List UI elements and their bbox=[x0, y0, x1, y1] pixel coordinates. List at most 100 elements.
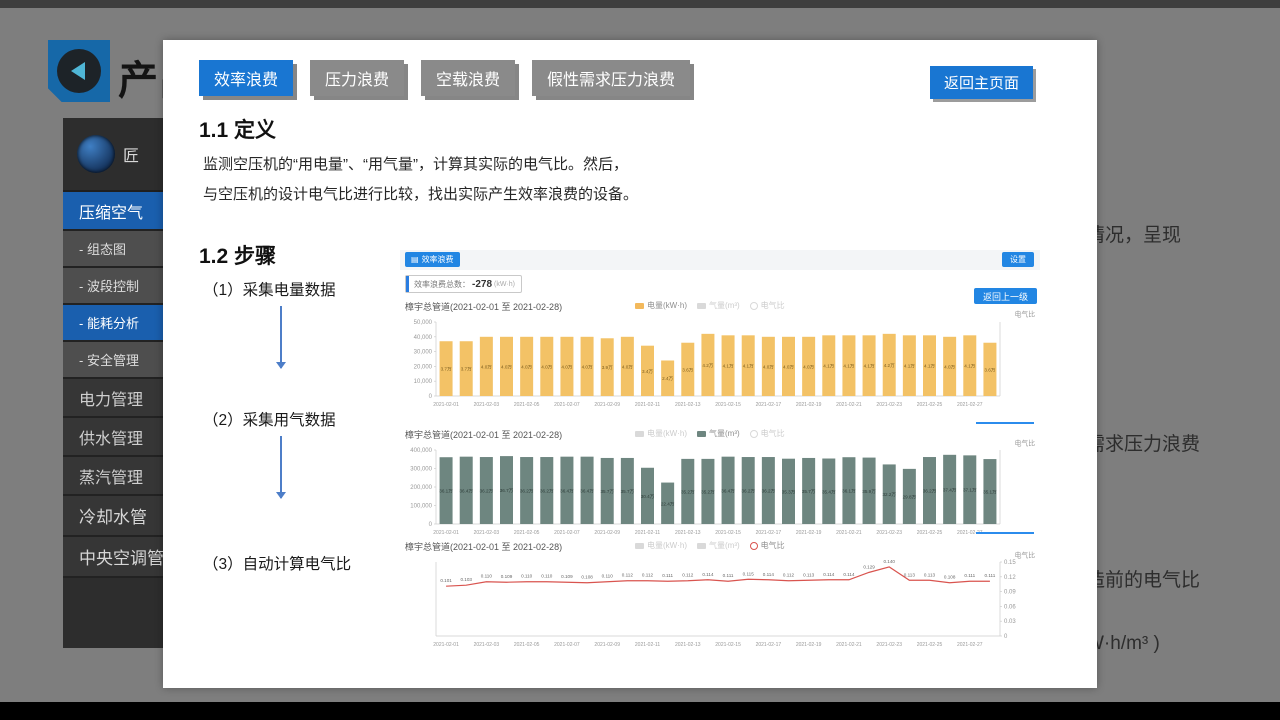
sidebar-item-4[interactable]: - 能耗分析 bbox=[63, 305, 163, 342]
svg-text:0.110: 0.110 bbox=[521, 574, 533, 579]
svg-text:2021-02-11: 2021-02-11 bbox=[635, 530, 660, 536]
square-marker-icon bbox=[635, 302, 644, 309]
svg-text:36.1万: 36.1万 bbox=[439, 489, 453, 495]
sidebar-item-2[interactable]: - 组态图 bbox=[63, 231, 163, 268]
legend-item[interactable]: 电气比 bbox=[749, 300, 785, 311]
svg-text:2021-02-19: 2021-02-19 bbox=[796, 642, 822, 648]
square-marker-icon bbox=[697, 302, 706, 309]
sidebar-item-8[interactable]: 蒸汽管理 bbox=[63, 457, 163, 496]
settings-button[interactable]: 设置 bbox=[1002, 252, 1034, 267]
chart2-legend: 电量(kW·h) 气量(m³) 电气比 bbox=[635, 428, 785, 439]
legend-item[interactable]: 电量(kW·h) bbox=[635, 300, 687, 311]
svg-text:35.4万: 35.4万 bbox=[822, 489, 836, 495]
svg-text:0.113: 0.113 bbox=[904, 572, 916, 577]
back-logo-icon[interactable] bbox=[48, 40, 110, 102]
gas-bar-chart: 400,000 300,000 200,000 100,000 0 36.1万 36.4万 3… bbox=[410, 448, 1001, 536]
app-header-bar: ▤ 效率浪费 设置 bbox=[400, 250, 1040, 270]
svg-text:2021-02-21: 2021-02-21 bbox=[836, 642, 862, 648]
waste-result-box: 效率浪费总数： -278 (kW·h) bbox=[405, 275, 523, 293]
svg-text:2021-02-23: 2021-02-23 bbox=[876, 530, 902, 536]
sidebar-nav: 匠 压缩空气 - 组态图 - 波段控制 - 能耗分析 - 安全管理 电力管理 供水管理 蒸汽管… bbox=[63, 118, 163, 648]
svg-text:50,000: 50,000 bbox=[414, 320, 433, 326]
svg-text:2021-02-23: 2021-02-23 bbox=[876, 642, 902, 648]
svg-text:35.7万: 35.7万 bbox=[621, 489, 635, 495]
sidebar-item-7[interactable]: 供水管理 bbox=[63, 418, 163, 457]
svg-text:0.111: 0.111 bbox=[662, 573, 673, 578]
sidebar-brand: 匠 bbox=[63, 118, 163, 192]
definition-heading: 1.1 定义 bbox=[199, 119, 277, 142]
bg-text-fragment-1: 情况，呈现 bbox=[1086, 225, 1182, 246]
tab-4[interactable]: 假性需求压力浪费 bbox=[532, 60, 691, 96]
legend-item[interactable]: 电量(kW·h) bbox=[635, 540, 687, 551]
svg-text:2021-02-25: 2021-02-25 bbox=[917, 530, 943, 536]
sidebar-item-10[interactable]: 中央空调管 bbox=[63, 537, 163, 578]
svg-text:2021-02-27: 2021-02-27 bbox=[957, 402, 983, 408]
legend-item[interactable]: 气量(m³) bbox=[697, 540, 740, 551]
sidebar-item-9[interactable]: 冷却水管 bbox=[63, 496, 163, 537]
svg-text:4.0万: 4.0万 bbox=[541, 364, 552, 370]
bg-text-fragment-3: 造前的电气比 bbox=[1086, 570, 1201, 591]
svg-text:0.101: 0.101 bbox=[440, 578, 452, 583]
svg-text:2021-02-17: 2021-02-17 bbox=[756, 402, 782, 408]
svg-text:3.4万: 3.4万 bbox=[642, 369, 653, 375]
svg-text:35.9万: 35.9万 bbox=[862, 489, 876, 495]
top-letterbox-bar bbox=[0, 0, 1280, 8]
return-home-button[interactable]: 返回主页面 bbox=[930, 66, 1034, 99]
legend-item[interactable]: 气量(m³) bbox=[697, 428, 740, 439]
back-level-button[interactable]: 返回上一级 bbox=[973, 288, 1037, 304]
svg-text:36.4万: 36.4万 bbox=[721, 488, 735, 494]
svg-text:4.1万: 4.1万 bbox=[823, 364, 834, 370]
legend-item[interactable]: 电气比 bbox=[749, 540, 785, 551]
svg-text:0.112: 0.112 bbox=[682, 573, 694, 578]
definition-line1: 监测空压机的“用电量”、“用气量”，计算其实际的电气比。然后， bbox=[203, 156, 628, 173]
svg-text:36.1万: 36.1万 bbox=[842, 489, 856, 495]
svg-text:4.2万: 4.2万 bbox=[702, 363, 713, 369]
svg-text:3.6万: 3.6万 bbox=[682, 367, 693, 373]
svg-text:2021-02-01: 2021-02-01 bbox=[433, 530, 459, 536]
chart1-right-axis-title: 电气比 bbox=[1014, 310, 1035, 319]
sidebar-item-5[interactable]: - 安全管理 bbox=[63, 342, 163, 379]
svg-text:2021-02-07: 2021-02-07 bbox=[554, 402, 580, 408]
back-circle-icon bbox=[57, 49, 101, 93]
chart-icon: ▤ bbox=[411, 255, 419, 264]
svg-text:4.0万: 4.0万 bbox=[803, 364, 814, 370]
svg-text:2021-02-11: 2021-02-11 bbox=[635, 402, 660, 408]
svg-text:2021-02-21: 2021-02-21 bbox=[836, 530, 862, 536]
tab-3[interactable]: 空载浪费 bbox=[421, 60, 516, 96]
svg-text:37.4万: 37.4万 bbox=[943, 487, 957, 493]
svg-text:4.0万: 4.0万 bbox=[561, 364, 572, 370]
tab-1[interactable]: 效率浪费 bbox=[199, 60, 294, 96]
svg-text:3.7万: 3.7万 bbox=[461, 367, 472, 373]
svg-text:0.111: 0.111 bbox=[723, 573, 734, 578]
legend-item[interactable]: 气量(m³) bbox=[697, 300, 740, 311]
svg-text:2021-02-19: 2021-02-19 bbox=[796, 530, 822, 536]
svg-text:2021-02-15: 2021-02-15 bbox=[715, 402, 741, 408]
svg-text:4.0万: 4.0万 bbox=[783, 364, 794, 370]
svg-text:35.7万: 35.7万 bbox=[600, 489, 614, 495]
legend-item[interactable]: 电气比 bbox=[749, 428, 785, 439]
sidebar-item-6[interactable]: 电力管理 bbox=[63, 379, 163, 418]
tab-2[interactable]: 压力浪费 bbox=[310, 60, 405, 96]
svg-text:4.0万: 4.0万 bbox=[582, 364, 593, 370]
svg-text:0.114: 0.114 bbox=[843, 572, 855, 577]
svg-text:0.111: 0.111 bbox=[964, 573, 975, 578]
svg-text:0.112: 0.112 bbox=[622, 573, 634, 578]
chart3-right-axis-title: 电气比 bbox=[1014, 551, 1035, 560]
accent-bar bbox=[406, 276, 409, 292]
svg-text:32.2万: 32.2万 bbox=[882, 492, 896, 498]
square-marker-icon bbox=[697, 430, 706, 437]
svg-text:2021-02-05: 2021-02-05 bbox=[514, 530, 540, 536]
svg-text:2021-02-23: 2021-02-23 bbox=[876, 402, 902, 408]
svg-text:400,000: 400,000 bbox=[410, 448, 432, 454]
sidebar-item-3[interactable]: - 波段控制 bbox=[63, 268, 163, 305]
ratio-line-chart: 0.15 0.12 0.09 0.06 0.03 0 0.101 0.103 0.110 0.10… bbox=[433, 559, 1016, 648]
svg-text:0.114: 0.114 bbox=[763, 572, 775, 577]
svg-text:2021-02-01: 2021-02-01 bbox=[433, 402, 459, 408]
legend-item[interactable]: 电量(kW·h) bbox=[635, 428, 687, 439]
svg-text:0: 0 bbox=[1004, 634, 1008, 640]
svg-text:0.109: 0.109 bbox=[561, 574, 573, 579]
sidebar-item-1[interactable]: 压缩空气 bbox=[63, 192, 163, 231]
svg-text:4.1万: 4.1万 bbox=[904, 364, 915, 370]
app-title-button[interactable]: ▤ 效率浪费 bbox=[405, 252, 460, 267]
svg-text:2021-02-11: 2021-02-11 bbox=[635, 642, 660, 648]
